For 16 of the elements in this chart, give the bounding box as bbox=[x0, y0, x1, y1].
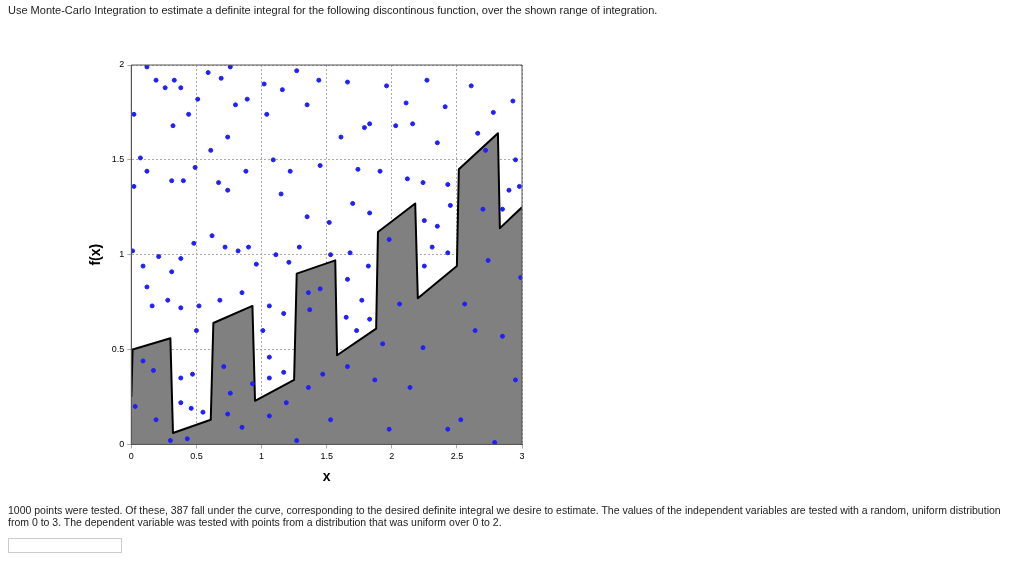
x-tick-label: 0.5 bbox=[190, 451, 203, 462]
y-tick-label: 1.5 bbox=[111, 154, 125, 165]
y-axis-title: f(x) bbox=[87, 243, 104, 266]
x-tick-label: 3 bbox=[519, 451, 525, 462]
x-tick-label: 1 bbox=[259, 451, 265, 462]
x-tick-label: 2.5 bbox=[450, 451, 464, 462]
x-axis-title: x bbox=[322, 468, 331, 485]
y-tick-label: 0 bbox=[119, 438, 125, 449]
y-tick-label: 1 bbox=[119, 249, 125, 260]
chart-title: Use Monte-Carlo Integration to estimate a definite integral for the following discontinous function, over the shown range of integration. bbox=[8, 4, 658, 16]
x-tick-label: 1.5 bbox=[320, 451, 333, 462]
y-tick-label: 2 bbox=[119, 59, 125, 70]
x-tick-label: 2 bbox=[389, 451, 395, 462]
y-tick-label: 0.5 bbox=[111, 344, 125, 355]
text: 1000 points were tested. Of these, 387 fall under the curve, corresponding to the desired definite integral we desire to estimate. The values of the independent variables are tested with a random, uniform distribution from 0 to 3. The dependent variable was tested with points from a distribution that was uniform over 0 to 2. bbox=[8, 504, 1002, 528]
x-tick-label: 0 bbox=[128, 451, 134, 462]
